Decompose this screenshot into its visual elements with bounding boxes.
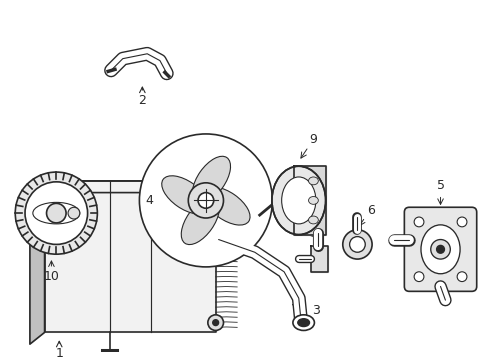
Ellipse shape bbox=[33, 202, 80, 224]
Text: 1: 1 bbox=[55, 347, 63, 360]
Circle shape bbox=[457, 217, 467, 227]
Circle shape bbox=[68, 207, 80, 219]
Circle shape bbox=[208, 315, 223, 330]
Circle shape bbox=[140, 134, 272, 267]
Ellipse shape bbox=[309, 216, 318, 224]
Text: 10: 10 bbox=[44, 270, 59, 283]
Ellipse shape bbox=[282, 177, 316, 224]
Text: 8: 8 bbox=[236, 219, 244, 231]
Circle shape bbox=[47, 203, 66, 223]
Text: 5: 5 bbox=[437, 179, 444, 192]
Circle shape bbox=[198, 193, 214, 208]
Text: 7: 7 bbox=[302, 219, 310, 231]
Circle shape bbox=[343, 230, 372, 259]
Circle shape bbox=[213, 191, 219, 197]
Ellipse shape bbox=[309, 197, 318, 204]
Ellipse shape bbox=[298, 319, 310, 327]
Polygon shape bbox=[45, 181, 216, 332]
Circle shape bbox=[15, 172, 98, 254]
Ellipse shape bbox=[309, 177, 318, 185]
Text: 6: 6 bbox=[367, 204, 375, 217]
Polygon shape bbox=[30, 181, 216, 193]
Circle shape bbox=[414, 272, 424, 282]
Ellipse shape bbox=[181, 198, 220, 244]
Text: 4: 4 bbox=[145, 194, 153, 207]
Ellipse shape bbox=[162, 176, 209, 214]
Circle shape bbox=[457, 272, 467, 282]
Polygon shape bbox=[294, 166, 326, 235]
Ellipse shape bbox=[193, 156, 230, 203]
Circle shape bbox=[431, 239, 450, 259]
Circle shape bbox=[213, 320, 219, 325]
Ellipse shape bbox=[293, 315, 315, 330]
Text: 3: 3 bbox=[313, 305, 320, 318]
Ellipse shape bbox=[421, 225, 460, 274]
Circle shape bbox=[25, 182, 88, 244]
Circle shape bbox=[414, 217, 424, 227]
Circle shape bbox=[188, 183, 223, 218]
Polygon shape bbox=[312, 246, 328, 272]
Polygon shape bbox=[30, 181, 45, 344]
Ellipse shape bbox=[203, 187, 250, 225]
Text: 2: 2 bbox=[138, 94, 147, 107]
FancyBboxPatch shape bbox=[404, 207, 477, 291]
Text: 9: 9 bbox=[310, 133, 318, 146]
Circle shape bbox=[208, 186, 223, 201]
Circle shape bbox=[349, 237, 365, 252]
Circle shape bbox=[437, 246, 444, 253]
Ellipse shape bbox=[272, 166, 326, 235]
